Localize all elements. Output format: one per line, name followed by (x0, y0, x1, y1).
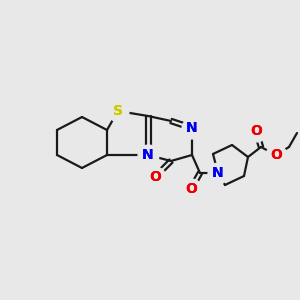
Text: S: S (113, 104, 123, 118)
Text: O: O (185, 182, 197, 196)
Text: N: N (212, 166, 224, 180)
Text: N: N (186, 121, 198, 135)
Text: O: O (270, 148, 282, 162)
Text: O: O (250, 124, 262, 138)
Text: N: N (212, 166, 224, 180)
Text: S: S (113, 104, 123, 118)
Text: O: O (250, 124, 262, 138)
Text: N: N (186, 121, 198, 135)
Text: O: O (149, 170, 161, 184)
Text: O: O (270, 148, 282, 162)
Text: N: N (142, 148, 154, 162)
Text: N: N (142, 148, 154, 162)
Text: O: O (149, 170, 161, 184)
Text: O: O (185, 182, 197, 196)
